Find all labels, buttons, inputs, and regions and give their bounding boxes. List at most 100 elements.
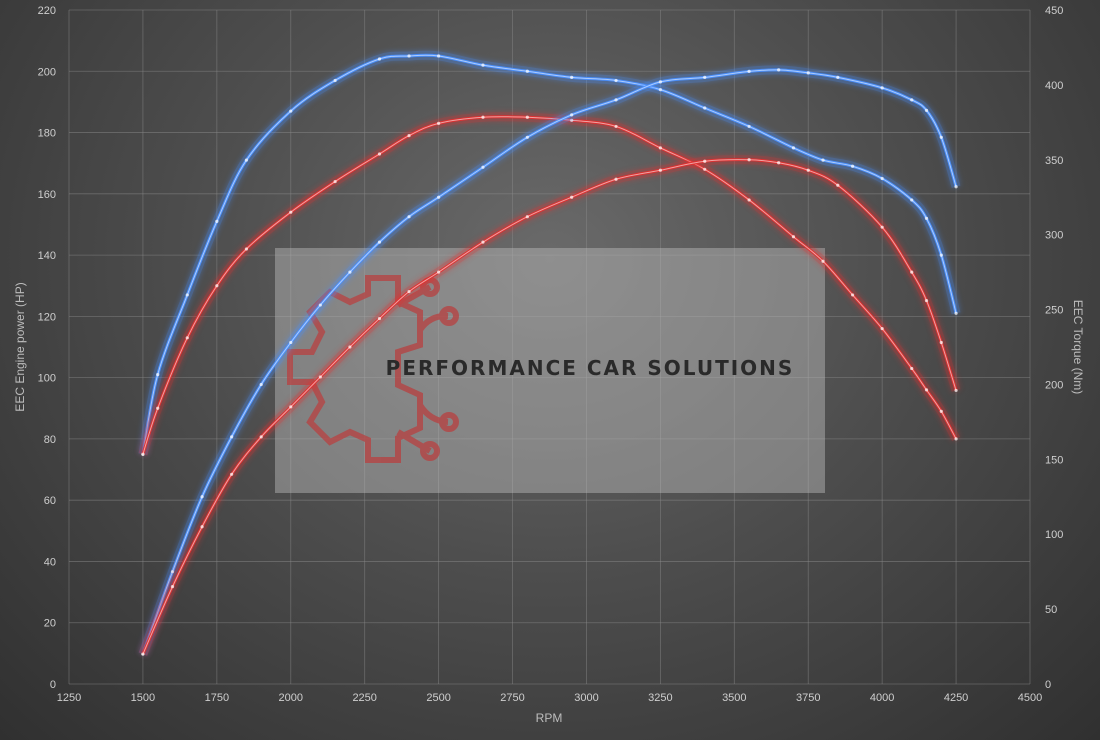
- data-point: [185, 336, 189, 340]
- data-point: [230, 472, 234, 476]
- data-point: [525, 69, 529, 73]
- left-y-tick-label: 140: [38, 250, 56, 262]
- watermark: PERFORMANCE CAR SOLUTIONS: [275, 248, 825, 493]
- left-y-tick-label: 60: [44, 495, 56, 507]
- data-point: [954, 185, 958, 189]
- data-point: [777, 68, 781, 72]
- data-point: [481, 165, 485, 169]
- data-point: [747, 69, 751, 74]
- data-point: [880, 225, 884, 229]
- data-point: [777, 161, 781, 165]
- data-point: [215, 284, 219, 288]
- data-point: [141, 452, 145, 456]
- right-y-tick-label: 250: [1045, 305, 1063, 317]
- data-point: [880, 86, 884, 90]
- x-tick-labels: 1250 1500 1750 2000 2250 2500 2750 3000 3250 3500…: [57, 692, 1042, 704]
- data-point: [289, 109, 293, 113]
- data-point: [954, 311, 958, 315]
- data-point: [614, 98, 618, 102]
- series-highlight: [142, 69, 957, 655]
- left-y-tick-label: 100: [38, 373, 56, 385]
- data-point: [481, 240, 485, 244]
- data-point: [333, 78, 337, 83]
- x-tick-label: 4500: [1018, 692, 1042, 704]
- data-point: [156, 406, 160, 410]
- data-point: [141, 652, 145, 656]
- data-point: [658, 168, 662, 172]
- data-point: [156, 372, 160, 377]
- data-point: [821, 158, 825, 162]
- data-point: [570, 195, 574, 199]
- data-point: [407, 215, 411, 219]
- data-point: [570, 113, 574, 117]
- x-tick-label: 1750: [205, 692, 229, 704]
- right-y-axis-title: EEC Torque (Nm): [1071, 300, 1085, 394]
- data-point: [407, 134, 411, 138]
- data-point: [658, 88, 662, 92]
- left-y-tick-label: 180: [38, 128, 56, 140]
- data-point: [703, 167, 707, 171]
- data-point: [939, 409, 943, 413]
- data-point: [791, 235, 796, 239]
- left-y-tick-label: 200: [38, 66, 56, 78]
- data-point: [954, 388, 958, 393]
- data-point: [924, 108, 929, 112]
- right-y-tick-labels: 0 50 100 150 200 250 300 350 400 450: [1045, 5, 1063, 691]
- data-point: [407, 54, 411, 58]
- data-point: [481, 115, 485, 119]
- right-y-tick-label: 400: [1045, 80, 1063, 92]
- data-point: [910, 98, 914, 102]
- data-point: [333, 179, 337, 184]
- data-point: [244, 247, 249, 251]
- x-tick-label: 1250: [57, 692, 81, 704]
- data-point: [806, 168, 810, 172]
- right-y-tick-label: 0: [1045, 679, 1051, 691]
- series-lines: [138, 50, 961, 656]
- data-point: [437, 270, 441, 274]
- data-point: [259, 435, 263, 439]
- data-point: [215, 219, 219, 223]
- data-point: [747, 158, 751, 162]
- data-point: [230, 435, 234, 439]
- x-tick-label: 3500: [722, 692, 746, 704]
- data-point: [910, 198, 914, 202]
- data-point: [939, 253, 943, 257]
- data-point: [437, 195, 441, 199]
- data-point: [791, 146, 796, 150]
- data-point: [377, 57, 382, 61]
- series-3: [138, 65, 961, 656]
- x-tick-label: 3250: [648, 692, 672, 704]
- x-tick-label: 3000: [574, 692, 598, 704]
- data-point: [437, 121, 441, 125]
- data-point: [377, 152, 382, 156]
- data-point: [939, 135, 943, 139]
- data-point: [614, 177, 618, 181]
- right-y-tick-label: 200: [1045, 379, 1063, 391]
- data-point: [614, 124, 618, 129]
- data-point: [806, 71, 810, 75]
- left-y-tick-label: 120: [38, 311, 56, 323]
- data-point: [259, 382, 263, 387]
- data-point: [481, 63, 485, 67]
- left-y-tick-labels: 0 20 40 60 80 100 120 140 160 180 200 220: [38, 5, 56, 691]
- series-1: [138, 50, 961, 456]
- right-y-tick-label: 450: [1045, 5, 1063, 17]
- data-point: [658, 146, 662, 150]
- data-point: [614, 78, 618, 83]
- data-point: [185, 293, 189, 297]
- data-point: [289, 340, 293, 345]
- data-point: [407, 289, 411, 294]
- data-point: [747, 198, 751, 202]
- data-point: [377, 316, 382, 321]
- data-point: [703, 106, 707, 110]
- right-y-tick-label: 150: [1045, 454, 1063, 466]
- left-y-tick-label: 220: [38, 5, 56, 17]
- x-tick-label: 3750: [796, 692, 820, 704]
- series-4: [138, 155, 961, 656]
- data-point: [525, 215, 529, 219]
- right-y-tick-label: 350: [1045, 155, 1063, 167]
- x-tick-label: 2000: [279, 692, 303, 704]
- data-point: [377, 240, 382, 244]
- right-y-tick-label: 300: [1045, 230, 1063, 242]
